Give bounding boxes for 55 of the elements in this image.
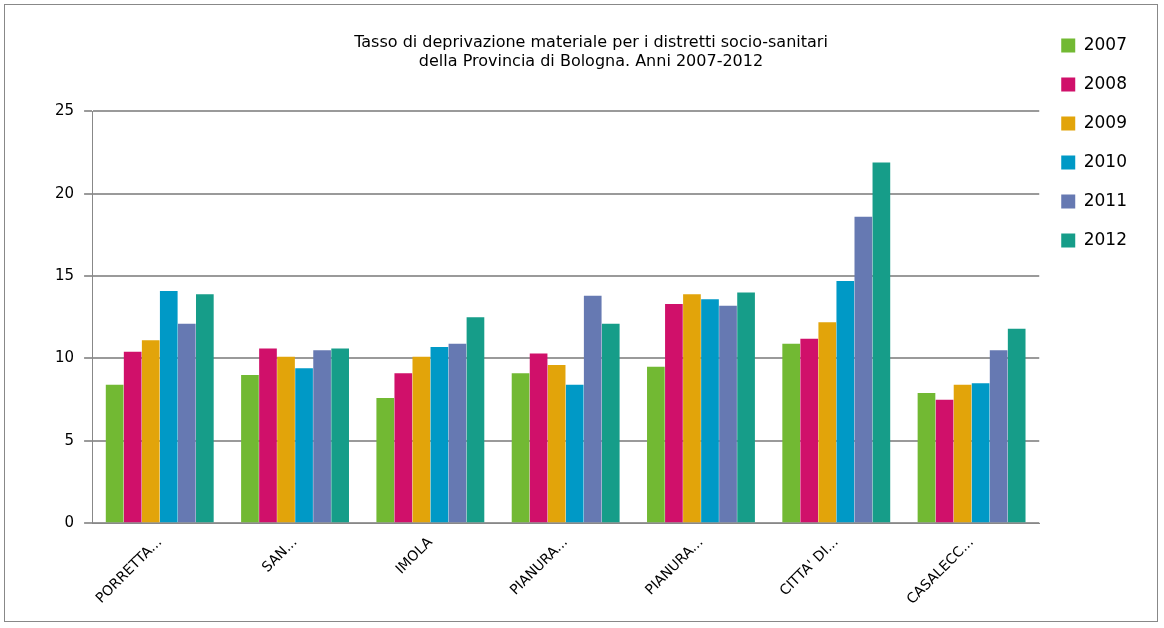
bar [836,281,855,523]
bar [511,373,530,523]
bar [123,351,142,523]
legend-label: 2010 [1083,150,1127,171]
bar [448,343,467,523]
bar [1007,328,1026,523]
bar [313,350,331,523]
bar [601,323,620,523]
legend-label: 2008 [1083,72,1127,93]
bar [583,295,602,523]
bar [800,338,819,523]
bar [430,346,449,523]
bar [241,374,259,523]
y-tick-label: 20 [54,183,75,202]
legend-label: 2012 [1083,228,1127,249]
bar [277,356,295,523]
bar [989,350,1008,523]
legend-label: 2009 [1083,111,1127,132]
bar [177,323,196,523]
y-tick-label: 0 [64,513,75,532]
bar [547,365,566,523]
legend-label: 2011 [1083,189,1127,210]
chart-title: Tasso di deprivazione materiale per i distretti socio-sanitari della Provincia di Bologna. Anni 2007-2012 [353,31,828,70]
bar [818,322,837,523]
bar [466,317,485,523]
bar [105,384,124,523]
y-tick-label: 25 [54,101,75,120]
bar [782,343,801,523]
bar [872,162,891,523]
bar [529,353,548,523]
bar [259,348,277,523]
bar [719,305,737,523]
y-tick-label: 5 [64,430,75,449]
bar [854,216,873,523]
bar [953,384,972,523]
bar [701,299,719,523]
bar [971,383,990,523]
legend-label: 2007 [1083,33,1127,54]
bar [565,384,584,523]
bar [412,356,431,523]
bar [683,294,701,523]
bar [331,348,349,523]
bar [394,373,413,523]
bar [196,294,214,523]
bar [935,399,954,523]
bar [647,366,665,523]
bar [159,290,178,523]
bar [141,340,160,523]
bar [665,304,683,523]
bar [376,397,395,523]
y-tick-label: 15 [54,266,75,284]
bar [737,292,755,523]
y-tick-label: 10 [54,348,75,367]
bar [917,393,936,523]
bar [295,368,313,523]
